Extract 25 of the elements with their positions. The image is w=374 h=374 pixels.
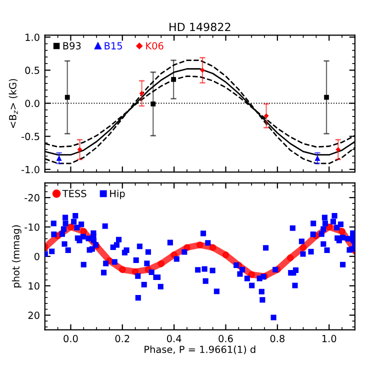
y-tick-label: -0.5 [22, 132, 40, 140]
x-tick-label: 0.4 [166, 334, 182, 342]
y-tick-label: 0.0 [25, 100, 40, 108]
y-tick-label: 0 [34, 252, 40, 260]
x-tick-label: 0.6 [218, 334, 233, 342]
legend-label: K06 [146, 42, 164, 50]
legend-label: B15 [104, 42, 122, 50]
x-tick-label: 0.0 [64, 334, 78, 342]
y-tick-label: 10 [28, 282, 40, 290]
legend-label: Hip [110, 190, 125, 200]
y-tick-label: -1.0 [22, 166, 40, 174]
y-tick-label: 0.5 [25, 66, 40, 74]
chart-title: HD 149822 [170, 22, 230, 32]
x-tick-label: 0.8 [270, 334, 284, 342]
y-tick-label: -20 [24, 194, 40, 202]
x-tick-label: 0.2 [115, 334, 130, 342]
legend-label: B93 [63, 42, 81, 50]
y-tick-label: -10 [24, 223, 40, 231]
y-axis-title: <B$_{z}$> (kG) [8, 79, 18, 128]
y-tick-label: 1.0 [26, 34, 40, 41]
y-axis-title: phot (mmag) [12, 225, 22, 288]
x-axis-title: Phase, P = 1.9661(1) d [144, 346, 256, 354]
legend-label: TESS [62, 190, 86, 198]
y-tick-label: 20 [28, 312, 40, 319]
x-tick-label: 1.0 [322, 334, 336, 342]
